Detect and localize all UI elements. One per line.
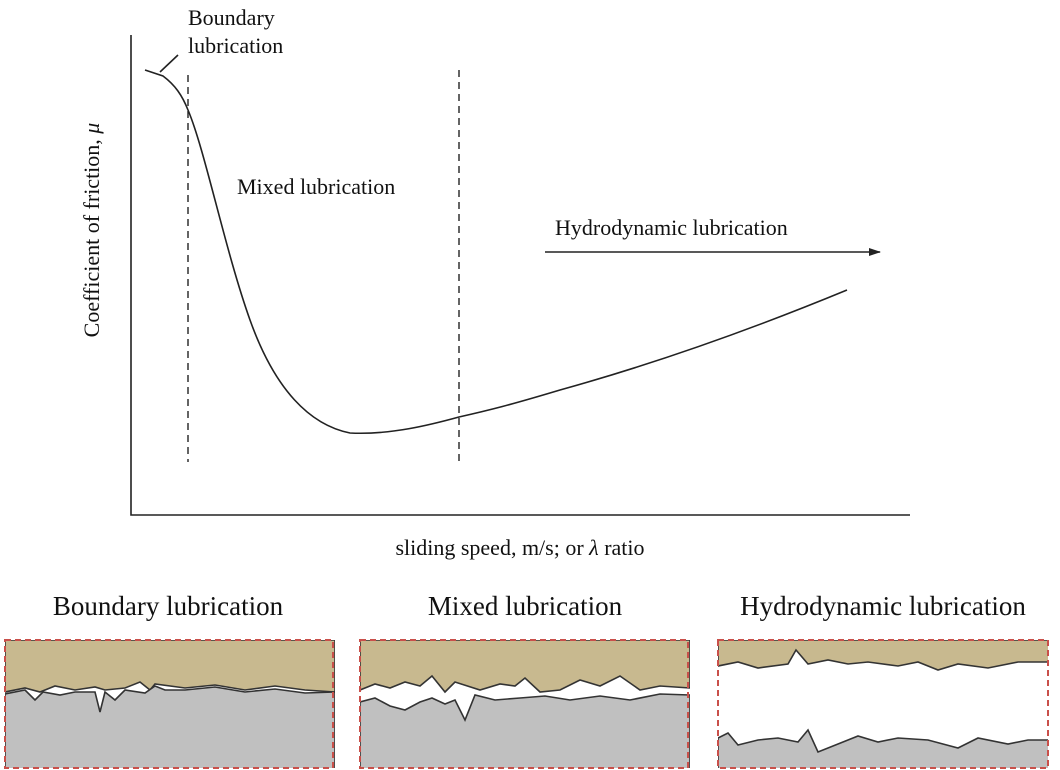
annotation: Boundary (188, 5, 275, 30)
x-axis-label: sliding speed, m/s; or λ ratio (395, 535, 644, 560)
panel-frame (359, 639, 689, 769)
annotation: Hydrodynamic lubrication (555, 215, 788, 240)
label-symbol: λ (588, 535, 599, 560)
panel (717, 639, 1049, 769)
panel (359, 639, 690, 769)
lower-surface (360, 693, 690, 768)
lower-surface (5, 685, 335, 768)
stribeck-curve (144, 69, 848, 435)
leader-line (159, 54, 179, 73)
y-axis-label: Coefficient of friction, μ (79, 123, 104, 338)
label-text: Coefficient of friction, (79, 134, 104, 338)
label-text: ratio (599, 535, 645, 560)
panel-title: Hydrodynamic lubrication (740, 591, 1026, 621)
annotation: lubrication (188, 33, 283, 58)
panel-title: Mixed lubrication (428, 591, 623, 621)
upper-surface (718, 640, 1048, 671)
lower-surface (718, 728, 1048, 768)
panel (4, 639, 335, 769)
axes (130, 35, 910, 516)
panel-frame (4, 639, 334, 769)
annotation: Mixed lubrication (237, 174, 395, 199)
label-symbol: μ (79, 123, 104, 135)
upper-surface (360, 640, 690, 694)
upper-surface (5, 640, 335, 693)
panel-frame (717, 639, 1049, 769)
label-text: sliding speed, m/s; or (395, 535, 589, 560)
panel-title: Boundary lubrication (53, 591, 284, 621)
